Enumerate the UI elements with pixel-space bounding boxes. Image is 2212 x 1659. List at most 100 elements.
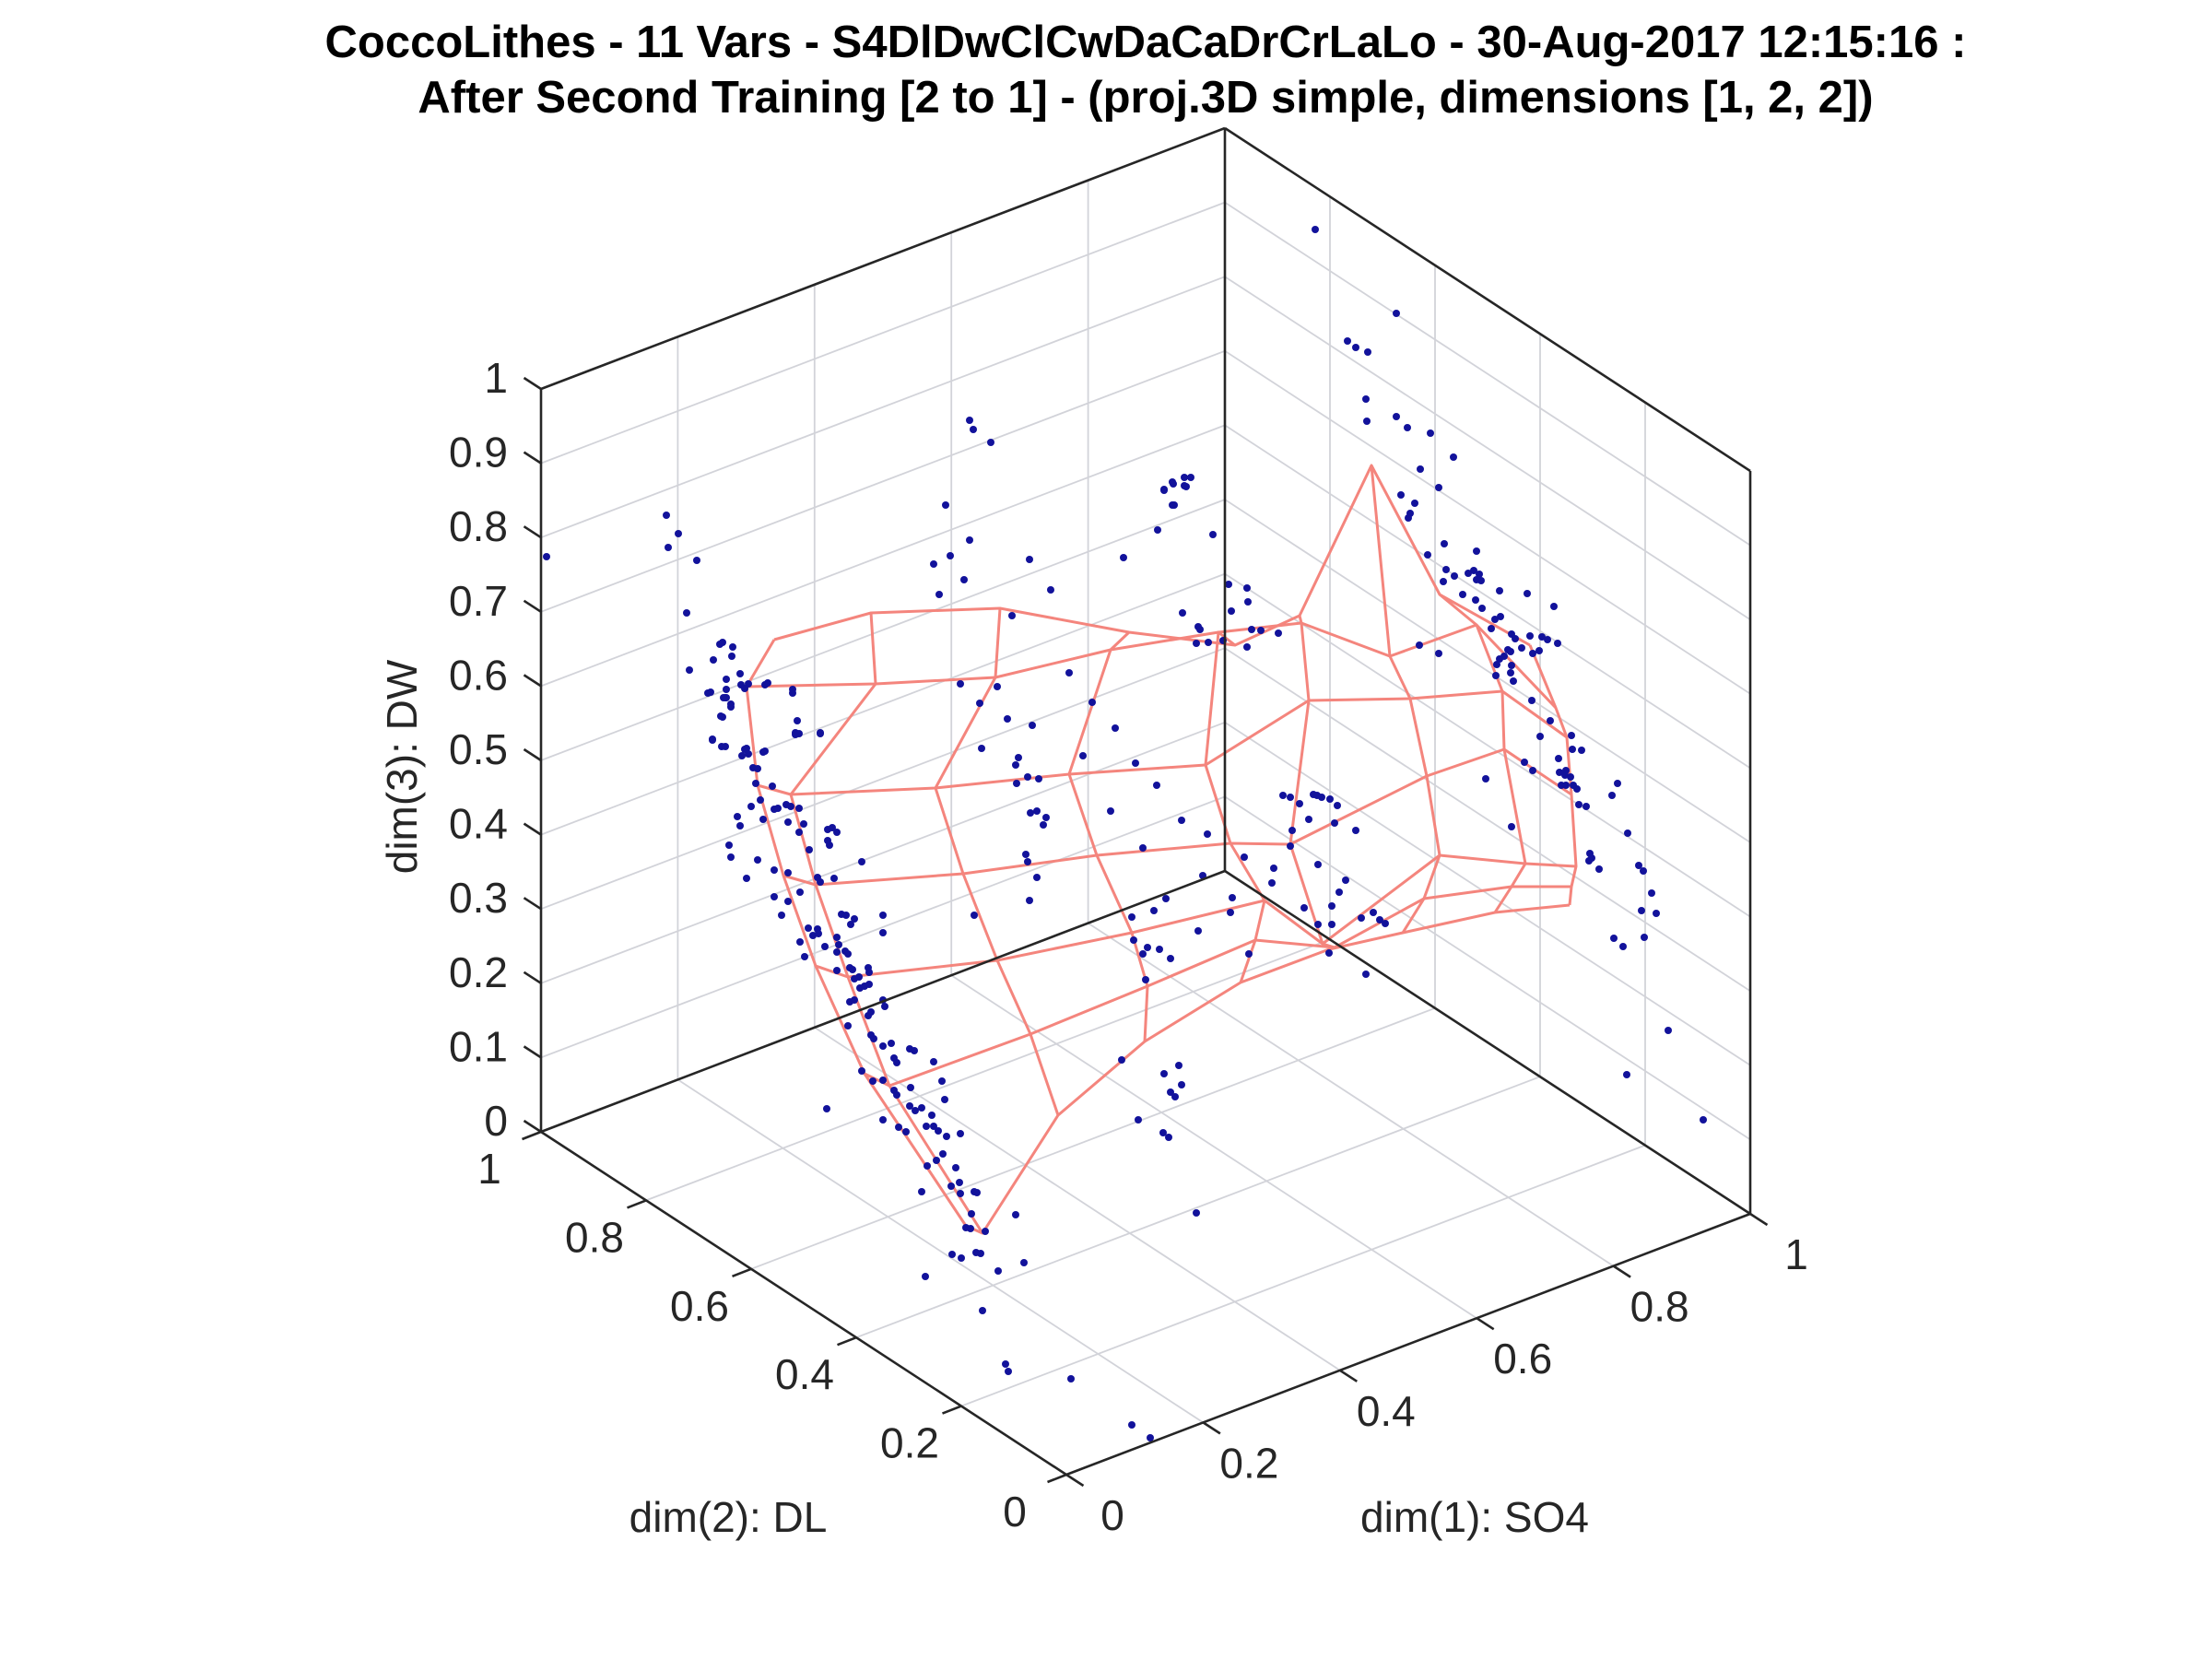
scatter-point <box>1608 792 1616 799</box>
grid-line <box>540 647 1226 911</box>
mesh-column-line <box>1067 630 1149 1042</box>
scatter-point <box>1040 821 1047 829</box>
scatter-point <box>1492 672 1500 679</box>
mesh-row-line <box>965 903 1571 1235</box>
scatter-point <box>784 869 792 877</box>
scatter-point <box>879 1116 887 1124</box>
scatter-point <box>1567 773 1574 781</box>
scatter-point <box>1424 551 1431 559</box>
scatter-point <box>1243 643 1251 651</box>
scatter-point <box>888 1040 895 1047</box>
x-tick-label: 0.6 <box>1493 1335 1552 1382</box>
scatter-point <box>1529 767 1536 774</box>
scatter-point <box>1318 794 1325 801</box>
scatter-point <box>829 824 836 831</box>
scatter-point <box>971 912 978 919</box>
scatter-point <box>1573 785 1581 793</box>
scatter-point <box>1459 591 1466 598</box>
grid-line <box>1088 922 1615 1267</box>
scatter-point <box>1441 540 1448 547</box>
scatter-point <box>978 745 985 752</box>
scatter-point <box>1229 894 1236 901</box>
scatter-point <box>1288 827 1296 834</box>
scatter-point <box>960 576 968 583</box>
scatter-point <box>1507 648 1514 655</box>
z-tick-mark <box>523 747 542 762</box>
scatter-point <box>1488 625 1495 632</box>
axes-box-edge <box>1224 126 1751 473</box>
scatter-point <box>911 1047 918 1054</box>
scatter-point <box>1022 851 1030 858</box>
mesh-column-line <box>1370 465 1441 934</box>
y-tick-mark <box>627 1199 647 1209</box>
scatter-point <box>979 1307 986 1314</box>
scatter-point <box>923 1123 930 1130</box>
scatter-point <box>1521 759 1528 766</box>
scatter-point <box>844 950 852 958</box>
y-tick-label: 0 <box>1003 1488 1027 1535</box>
scatter-point <box>1496 587 1503 594</box>
scatter-point <box>1334 802 1341 809</box>
scatter-point <box>1451 572 1458 580</box>
scatter-point <box>1364 348 1371 356</box>
scatter-point <box>933 1157 940 1164</box>
scatter-point <box>1175 1062 1182 1069</box>
z-tick-mark <box>523 1045 542 1059</box>
scatter-point <box>686 666 693 674</box>
scatter-point <box>1182 483 1190 490</box>
scatter-point <box>987 439 994 446</box>
scatter-point <box>976 700 983 707</box>
scatter-point <box>1178 817 1185 824</box>
scatter-point <box>1162 895 1170 902</box>
y-tick-mark <box>732 1267 752 1278</box>
scatter-point <box>1482 775 1489 782</box>
scatter-point <box>1473 576 1480 583</box>
scatter-point <box>704 689 712 697</box>
scatter-point <box>895 1124 902 1131</box>
scatter-point <box>1225 581 1232 588</box>
scatter-point <box>761 681 769 688</box>
y-tick-label: 0.8 <box>565 1213 624 1261</box>
scatter-point <box>1312 226 1319 233</box>
scatter-point <box>1578 747 1585 754</box>
x-axis-label: dim(1): SO4 <box>1360 1493 1589 1541</box>
scatter-point <box>952 1164 959 1171</box>
scatter-point <box>938 1077 946 1085</box>
scatter-point <box>833 948 841 956</box>
scatter-point <box>729 643 736 651</box>
scatter-point <box>1376 916 1383 924</box>
scatter-point <box>1595 865 1603 873</box>
x-tick-label: 0 <box>1100 1491 1124 1539</box>
scatter-point <box>1352 827 1359 834</box>
grid-line <box>540 795 1226 1059</box>
scatter-point <box>736 822 744 830</box>
mesh-column-line <box>1288 615 1336 951</box>
x-tick-mark <box>1476 1317 1495 1331</box>
scatter-point <box>796 938 804 946</box>
scatter-point <box>1536 733 1544 740</box>
scatter-point <box>1638 907 1645 914</box>
scatter-point <box>1300 904 1308 912</box>
scatter-point <box>1575 801 1583 808</box>
scatter-point <box>720 694 727 701</box>
scatter-point <box>893 1059 900 1066</box>
scatter-point <box>1245 950 1253 958</box>
z-tick-mark <box>523 525 542 539</box>
scatter-point <box>865 969 873 976</box>
scatter-point <box>727 700 735 708</box>
scatter-point <box>738 752 746 759</box>
scatter-point <box>1012 1211 1019 1218</box>
scatter-point <box>1491 616 1499 623</box>
grid-line <box>1224 424 1751 770</box>
scatter-point <box>1528 697 1535 704</box>
scatter-point <box>1328 921 1335 928</box>
scatter-point <box>683 609 690 617</box>
scatter-point <box>879 1042 887 1050</box>
scatter-point <box>1497 613 1504 620</box>
scatter-point <box>1370 909 1377 916</box>
scatter-point <box>941 1096 948 1103</box>
scatter-point <box>977 1250 984 1257</box>
grid-lines-layer <box>540 180 1751 1424</box>
y-tick-mark <box>522 1130 542 1141</box>
scatter-point <box>1450 453 1457 461</box>
